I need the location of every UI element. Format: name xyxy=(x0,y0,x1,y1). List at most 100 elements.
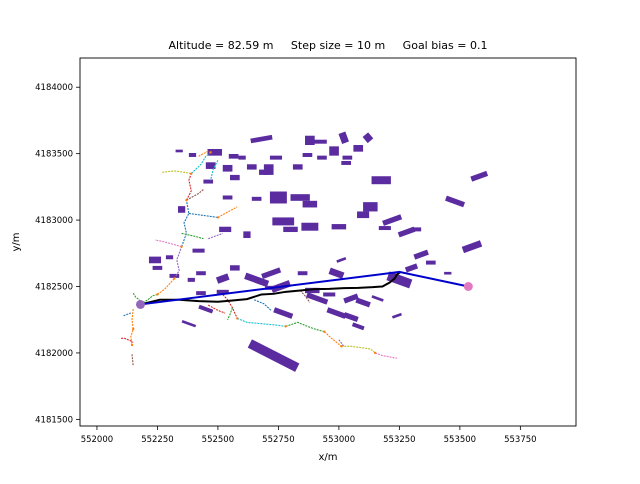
obstacle xyxy=(312,139,327,144)
obstacle xyxy=(386,271,413,289)
executed-path xyxy=(140,271,402,306)
obstacle xyxy=(230,174,240,181)
tree-node xyxy=(190,172,193,175)
tree-branch xyxy=(132,292,142,305)
obstacle xyxy=(230,265,240,271)
obstacle xyxy=(317,155,327,160)
obstacle xyxy=(188,152,197,157)
obstacle xyxy=(336,257,347,263)
obstacle xyxy=(461,240,483,254)
obstacle xyxy=(259,169,269,175)
tree-node xyxy=(284,325,287,328)
obstacle xyxy=(290,194,310,201)
tree-branch xyxy=(207,304,226,314)
tree-layer xyxy=(121,150,398,367)
tree-branch xyxy=(208,232,223,240)
obstacle xyxy=(250,134,273,144)
x-tick-label: 552750 xyxy=(262,435,294,445)
tree-branch xyxy=(181,200,190,247)
y-tick-label: 4183000 xyxy=(35,216,73,226)
tree-node xyxy=(132,327,135,331)
tree-branch xyxy=(341,345,376,354)
obstacle xyxy=(273,307,294,319)
tree-node xyxy=(323,330,326,333)
obstacle xyxy=(351,322,365,331)
tree-branch xyxy=(123,312,131,317)
obstacle xyxy=(331,224,347,230)
tree-branch xyxy=(210,160,219,181)
obstacle xyxy=(207,149,223,156)
obstacle xyxy=(301,222,319,231)
obstacle xyxy=(261,267,282,280)
obstacle xyxy=(165,255,174,260)
planned-path xyxy=(140,270,469,306)
obstacle xyxy=(341,160,351,165)
tree-branch xyxy=(173,246,183,279)
tree-branch xyxy=(186,189,204,201)
tree-branch xyxy=(323,331,342,347)
obstacle xyxy=(425,260,436,265)
obstacle xyxy=(246,164,257,170)
tree-branch xyxy=(190,151,212,174)
tree-branch xyxy=(338,339,345,347)
obstacle xyxy=(192,248,205,253)
obstacle xyxy=(292,164,303,170)
x-tick-label: 552000 xyxy=(81,435,113,445)
tree-node xyxy=(130,343,134,347)
obstacle xyxy=(216,289,229,294)
obstacle xyxy=(177,206,186,213)
tree-branch xyxy=(181,232,204,240)
tree-node xyxy=(209,151,212,154)
obstacle xyxy=(302,200,318,208)
x-tick-label: 553500 xyxy=(444,435,476,445)
obstacle xyxy=(445,195,466,208)
x-axis-label: x/m xyxy=(318,452,337,463)
goal-point xyxy=(463,282,473,292)
obstacle xyxy=(363,202,378,212)
tree-node xyxy=(236,317,239,320)
obstacle xyxy=(203,179,214,184)
obstacle xyxy=(326,307,347,319)
tree-node xyxy=(216,216,220,219)
tree-branch xyxy=(157,278,175,295)
obstacle xyxy=(338,131,349,144)
obstacle xyxy=(343,293,359,304)
tree-branch xyxy=(285,321,325,333)
obstacle xyxy=(355,297,371,308)
x-tick-label: 552250 xyxy=(141,435,173,445)
tree-node xyxy=(185,198,188,202)
obstacle xyxy=(328,267,345,279)
obstacle xyxy=(362,132,374,144)
tree-branch xyxy=(217,206,238,218)
obstacle xyxy=(215,273,230,284)
plot-content xyxy=(121,131,489,372)
obstacle xyxy=(205,162,216,169)
y-tick-label: 4181500 xyxy=(35,415,73,425)
obstacle xyxy=(228,153,239,159)
obstacles-layer xyxy=(148,131,489,372)
x-tick-label: 553000 xyxy=(323,435,355,445)
tree-node xyxy=(180,245,183,248)
obstacle xyxy=(175,149,183,153)
obstacle xyxy=(269,191,287,204)
obstacle xyxy=(382,214,403,226)
obstacle xyxy=(353,145,364,152)
y-axis-label: y/m xyxy=(11,232,22,251)
obstacle xyxy=(470,170,489,182)
obstacle xyxy=(269,155,283,160)
y-axis: 4181500 4182000 4182500 4183000 4183500 41840… xyxy=(35,83,80,425)
obstacle xyxy=(323,292,336,297)
axes-frame xyxy=(79,57,577,427)
obstacle xyxy=(283,226,298,233)
obstacle xyxy=(297,271,308,276)
tree-node xyxy=(156,293,159,296)
y-tick-label: 4182500 xyxy=(35,283,73,293)
x-tick-label: 552500 xyxy=(202,435,234,445)
obstacle xyxy=(181,319,197,328)
obstacle xyxy=(343,312,359,323)
tree-branch xyxy=(299,290,311,303)
y-tick-label: 4182000 xyxy=(35,349,73,359)
obstacle xyxy=(342,155,353,160)
tree-node xyxy=(373,351,377,355)
obstacle xyxy=(391,312,402,319)
